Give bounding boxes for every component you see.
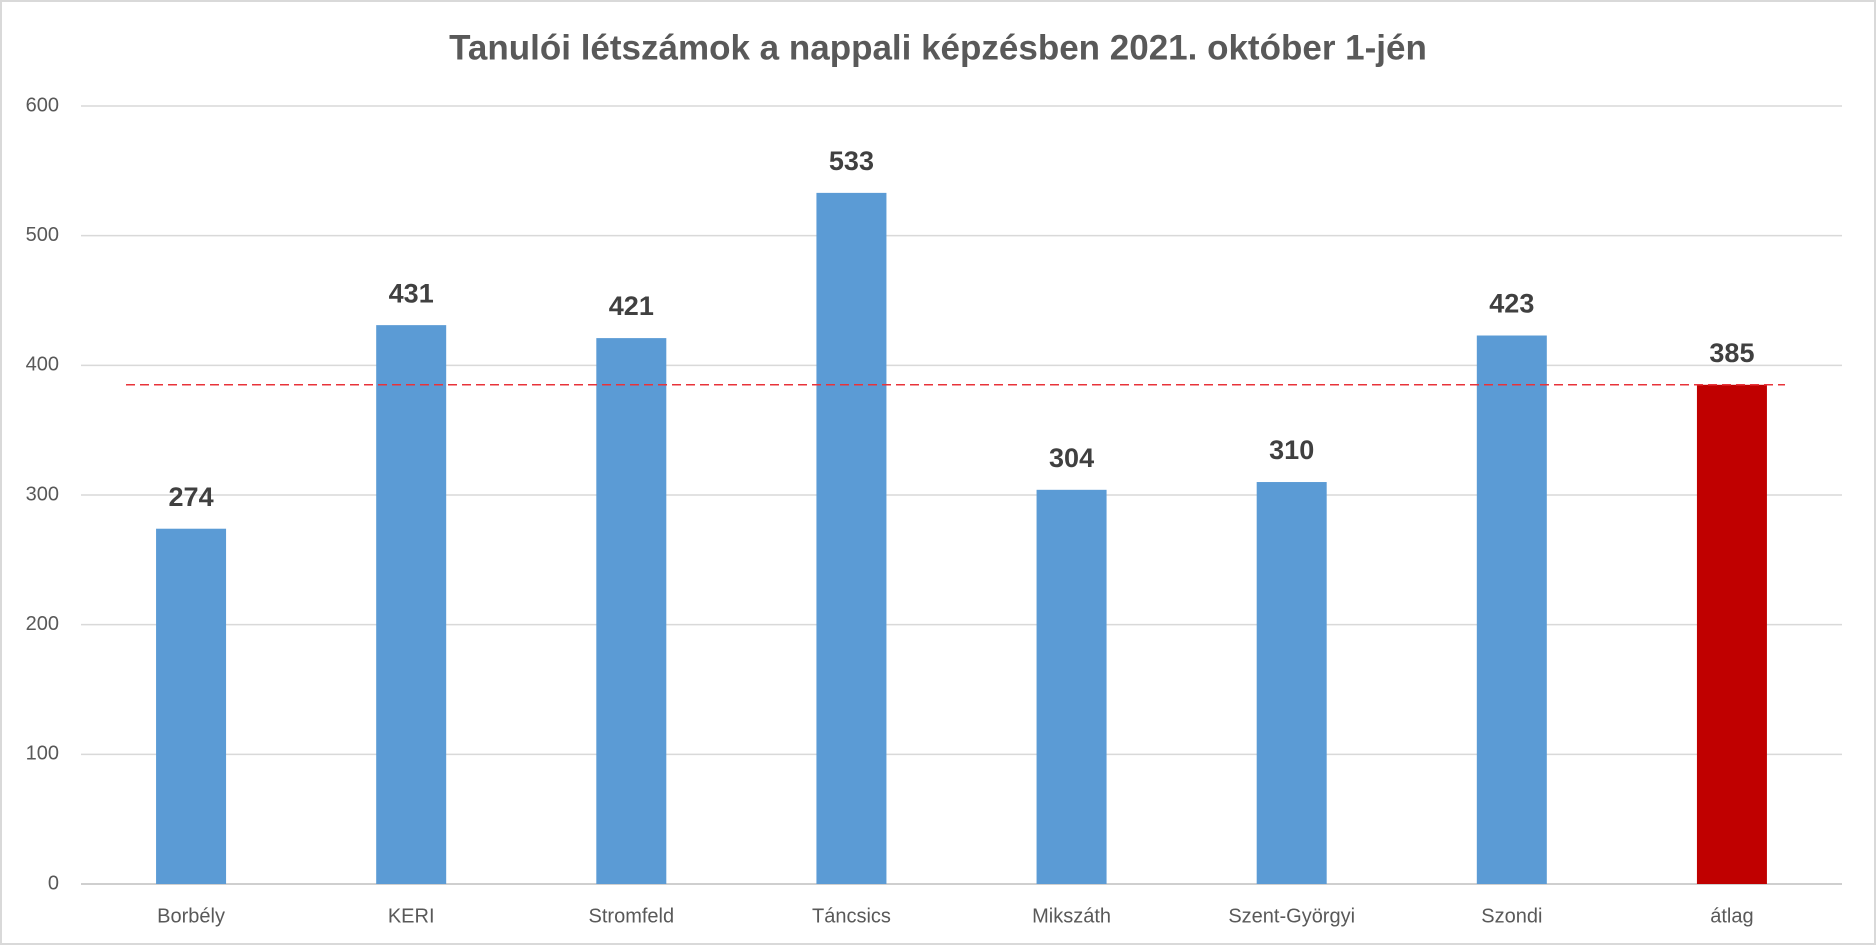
bar [1256,482,1327,884]
data-label: 310 [1269,435,1314,465]
bar [596,338,667,884]
bar [816,192,887,885]
x-tick-label: átlag [1710,905,1753,927]
x-tick-label: Mikszáth [1032,905,1111,927]
data-label: 421 [609,291,654,321]
y-tick-label: 100 [26,743,59,765]
bar [1476,335,1547,884]
x-tick-label: Stromfeld [589,905,675,927]
data-label: 431 [389,278,434,308]
y-tick-label: 600 [26,94,59,116]
bar [1036,489,1107,884]
data-label: 533 [829,146,874,176]
y-tick-label: 300 [26,483,59,505]
y-tick-label: 500 [26,224,59,246]
y-tick-label: 200 [26,613,59,635]
x-tick-label: Borbély [157,905,225,927]
bar [376,325,447,884]
data-label: 423 [1489,289,1534,319]
data-label: 385 [1709,338,1754,368]
x-tick-label: KERI [388,905,435,927]
bar [1696,384,1767,884]
y-tick-label: 0 [48,872,59,894]
chart-title: Tanulói létszámok a nappali képzésben 20… [449,28,1427,67]
x-tick-label: Szondi [1481,905,1542,927]
data-label: 274 [169,482,214,512]
data-label: 304 [1049,443,1094,473]
y-tick-label: 400 [26,354,59,376]
x-tick-label: Szent-Györgyi [1228,905,1355,927]
bar [156,528,227,884]
x-tick-label: Táncsics [812,905,891,927]
